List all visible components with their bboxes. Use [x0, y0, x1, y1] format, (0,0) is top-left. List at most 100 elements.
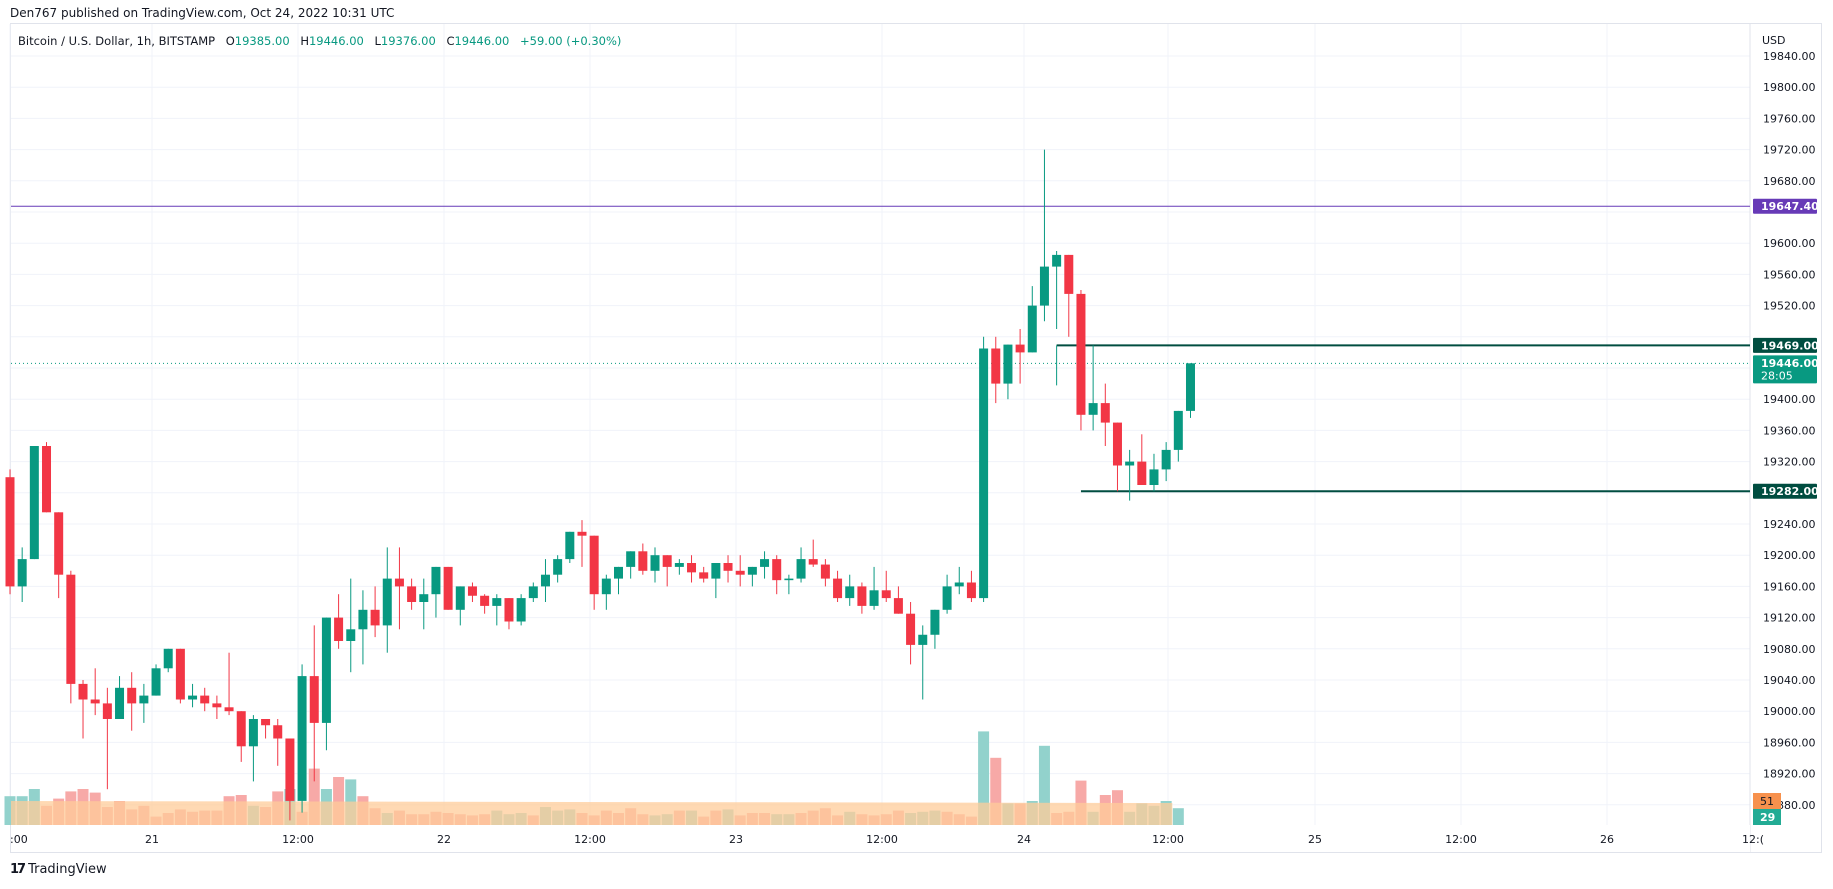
candle-up [431, 566, 441, 595]
tradingview-logo-icon: 17 [10, 862, 26, 877]
candle-up [711, 563, 721, 579]
candle-up [1161, 449, 1171, 470]
time-axis-label: 25 [1308, 833, 1322, 846]
horizontal-lines[interactable] [11, 205, 1750, 493]
candle-down [589, 535, 599, 595]
symbol-description: Bitcoin / U.S. Dollar, 1h, BITSTAMP [18, 34, 216, 48]
candle-up [1125, 461, 1135, 466]
candle-down [857, 586, 867, 606]
legend-close-value: 19446.00 [454, 34, 510, 48]
candle-up [650, 555, 660, 571]
candle-down [78, 683, 88, 700]
candle-down [407, 586, 417, 602]
volume-badge [1753, 809, 1781, 825]
candlestick-series [5, 149, 1195, 821]
time-axis-label: 12:( [1742, 833, 1764, 846]
candle-up [1149, 469, 1159, 485]
candle-up [528, 586, 538, 599]
price-axis-label: 19560.00 [1763, 268, 1816, 281]
time-axis-label: 12:00 [1445, 833, 1477, 846]
price-axis-label: 18960.00 [1763, 736, 1816, 749]
candle-up [346, 629, 356, 641]
price-axis-label: 19400.00 [1763, 393, 1816, 406]
candle-down [394, 578, 404, 587]
volume-bar [978, 731, 990, 825]
candle-down [127, 687, 137, 704]
volume-bar [1038, 745, 1050, 825]
candle-up [930, 609, 940, 635]
candle-down [212, 703, 222, 708]
time-axis-label: :00 [10, 833, 28, 846]
time-axis-label: 21 [145, 833, 159, 846]
time-axis[interactable]: :00 21 12:00 22 12:00 23 12:00 24 12:00 25 12:00 26… [10, 825, 1764, 852]
candle-up [918, 634, 928, 645]
legend-high-value: 19446.00 [308, 34, 364, 48]
time-axis-background [11, 825, 1750, 852]
candle-up [382, 578, 392, 626]
price-axis-label: 19160.00 [1763, 580, 1816, 593]
candle-up [17, 559, 27, 587]
candle-down [5, 477, 15, 587]
candle-down [1112, 422, 1122, 466]
volume-bar [1075, 780, 1087, 825]
legend-change-value: +59.00 (+0.30%) [520, 34, 622, 48]
price-axis-label: 19800.00 [1763, 81, 1816, 94]
price-axis-label: 19720.00 [1763, 144, 1816, 157]
candle-down [1100, 403, 1110, 423]
volume-bar [1172, 808, 1184, 825]
resistance-price-text: 19469.00 [1761, 339, 1819, 352]
horizontal-line-price-text: 19647.40 [1761, 200, 1819, 213]
candle-down [723, 563, 733, 571]
price-axis[interactable]: 19840.00 19800.00 19760.00 19720.00 19680.00… [1751, 24, 1821, 852]
candle-up [358, 609, 368, 630]
candle-down [699, 572, 709, 579]
price-axis-label: 19240.00 [1763, 518, 1816, 531]
last-price-text: 19446.00 [1761, 357, 1819, 370]
price-axis-label: 19600.00 [1763, 237, 1816, 250]
currency-label: USD [1762, 34, 1786, 47]
volume-ma-area [11, 801, 1173, 825]
price-axis-label: 19040.00 [1763, 674, 1816, 687]
candle-up [674, 563, 684, 567]
candle-down [881, 590, 891, 599]
symbol-legend: Bitcoin / U.S. Dollar, 1h, BITSTAMP O193… [18, 34, 621, 48]
candle-down [370, 609, 380, 626]
candle-down [820, 564, 830, 579]
candle-down [638, 551, 648, 571]
tradingview-logo-text: TradingView [28, 862, 107, 877]
volume-bar [4, 796, 16, 825]
price-axis-label: 19360.00 [1763, 424, 1816, 437]
volume-ma-badge [1753, 793, 1781, 809]
candle-up [492, 598, 502, 606]
support-price-badge[interactable] [1753, 483, 1817, 499]
published-byline: Den767 published on TradingView.com, Oct… [10, 6, 395, 20]
candle-up [248, 719, 258, 747]
tradingview-logo[interactable]: 17 TradingView [10, 862, 107, 877]
candle-down [833, 578, 843, 599]
candle-down [662, 555, 672, 567]
candle-down [772, 559, 782, 581]
candle-up [297, 676, 307, 801]
candle-up [419, 594, 429, 602]
candle-up [760, 559, 770, 567]
time-axis-label: 12:00 [574, 833, 606, 846]
price-axis-label: 19120.00 [1763, 612, 1816, 625]
candle-down [273, 725, 283, 739]
candle-down [42, 446, 52, 513]
candle-down [467, 586, 477, 596]
candle-down [224, 707, 234, 712]
candle-down [1064, 254, 1074, 294]
resistance-price-badge[interactable] [1753, 337, 1817, 353]
price-axis-label: 19760.00 [1763, 112, 1816, 125]
last-price-badge[interactable] [1753, 355, 1817, 384]
legend-close-label: C [446, 34, 455, 48]
horizontal-line-price-badge[interactable] [1753, 198, 1817, 214]
candle-up [869, 590, 879, 606]
candle-down [200, 695, 210, 704]
candle-up [747, 566, 757, 575]
candle-up [626, 551, 636, 567]
legend-low-value: 19376.00 [380, 34, 436, 48]
candle-down [906, 613, 916, 645]
candle-down [285, 738, 295, 801]
